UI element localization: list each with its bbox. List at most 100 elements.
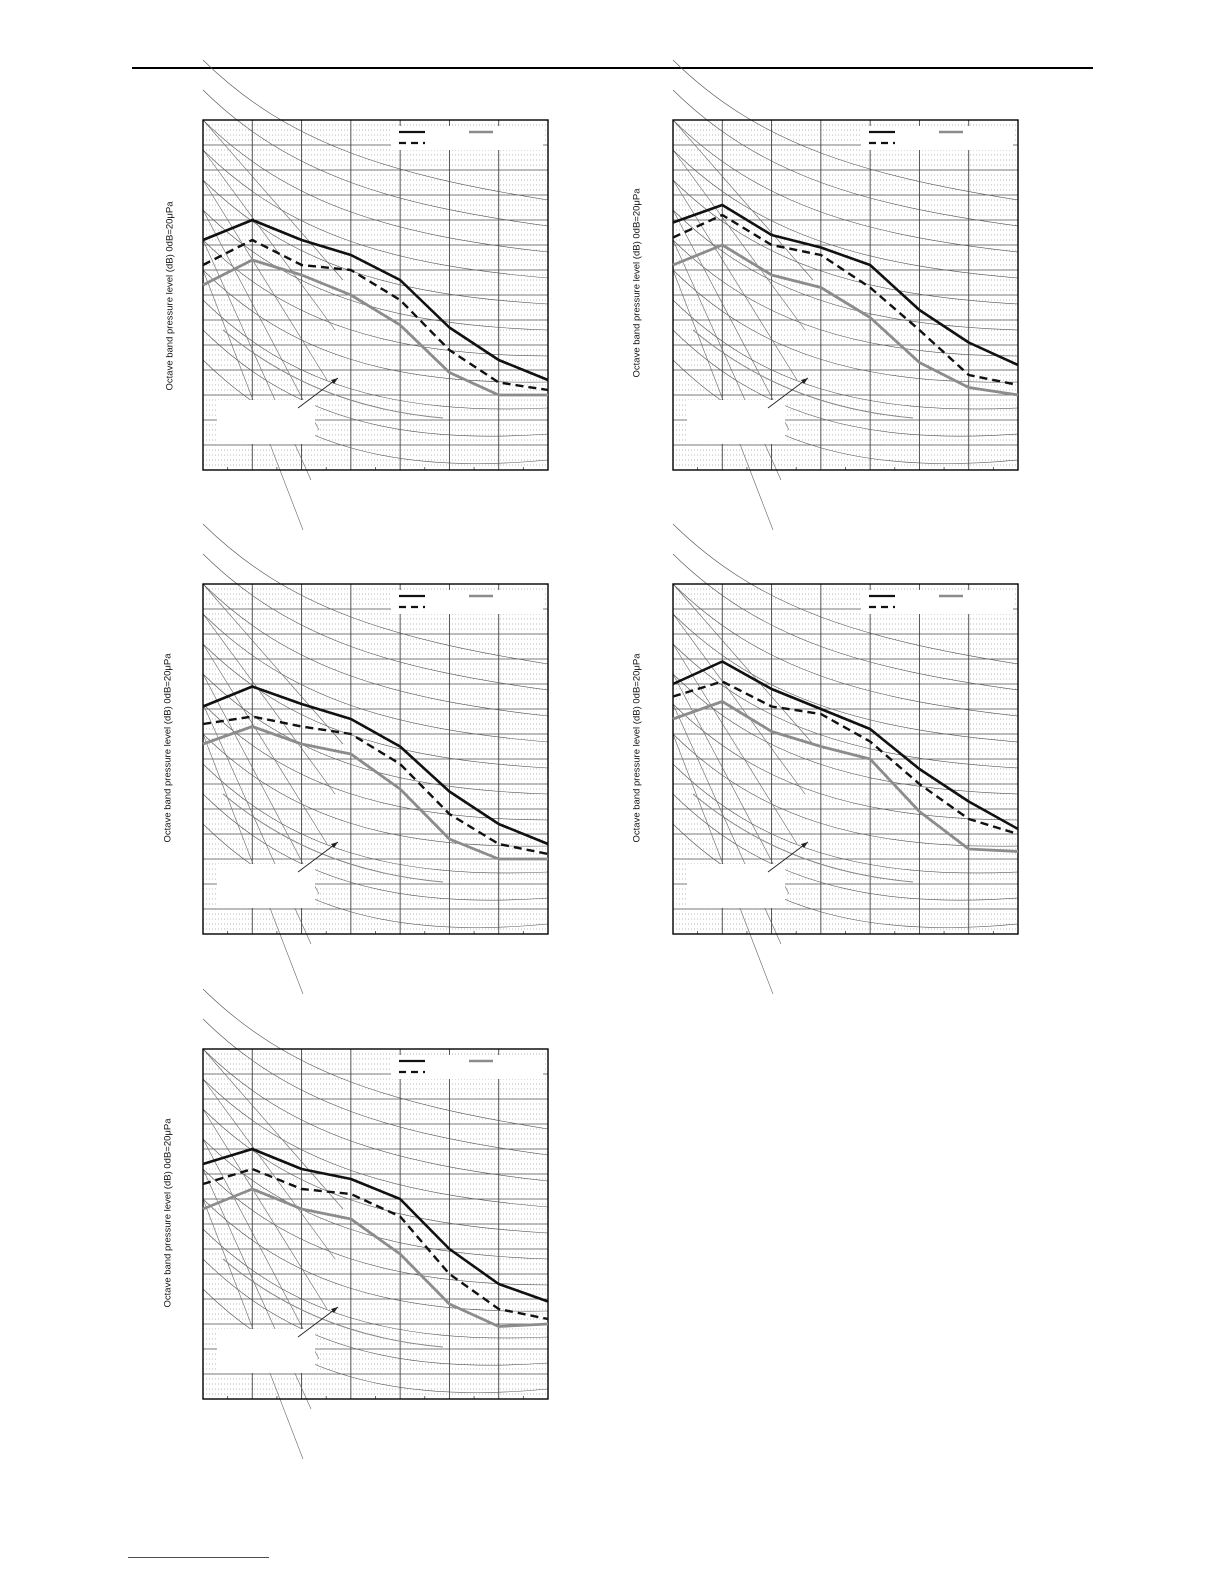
nc-curve xyxy=(202,733,549,847)
nc-curve xyxy=(202,359,549,464)
series-group xyxy=(672,660,1019,853)
series-line-solid-black xyxy=(202,1147,549,1303)
nc-curve xyxy=(202,703,549,821)
nc-curve xyxy=(202,269,549,383)
nc-curve xyxy=(672,149,1019,279)
nc-curve xyxy=(202,89,549,227)
annotation-arrowhead xyxy=(801,378,808,384)
nc-curve xyxy=(202,149,549,279)
series-line-dashed-black xyxy=(672,680,1019,836)
series-group xyxy=(202,218,549,397)
annotation-arrow xyxy=(297,377,339,409)
nc-curve xyxy=(672,553,1019,691)
nc-curve xyxy=(672,643,1019,769)
nc-curve xyxy=(672,329,1019,437)
nc-curve xyxy=(202,763,549,874)
nc-curve xyxy=(202,1078,549,1208)
annotation-arrow xyxy=(767,841,809,873)
series-line-dashed-black xyxy=(672,213,1019,387)
series-group xyxy=(202,685,549,861)
nc-curve xyxy=(672,583,814,745)
nc-curve xyxy=(202,119,344,281)
nc-curve xyxy=(672,89,1019,227)
nc-curve xyxy=(672,119,814,281)
series-line-solid-black xyxy=(672,660,1019,831)
nc-curve xyxy=(672,209,790,431)
nc-curve xyxy=(202,613,549,743)
nc-curve xyxy=(672,119,1019,253)
legend xyxy=(391,1055,543,1079)
nc-curve xyxy=(672,359,1019,464)
nc-curve xyxy=(202,179,328,381)
nc-curves xyxy=(672,523,1019,995)
nc-curve xyxy=(202,583,549,717)
nc-curve xyxy=(202,329,549,437)
nc-curve xyxy=(202,1108,328,1310)
nc-curve xyxy=(672,733,1019,847)
nc-curve xyxy=(672,209,1019,331)
nc-curves xyxy=(202,523,549,995)
nc-curve xyxy=(202,553,549,691)
legend xyxy=(861,590,1013,614)
series-line-solid-gray xyxy=(202,258,548,397)
nc-curve xyxy=(672,763,1019,874)
nc-curve xyxy=(202,59,549,201)
nc-curve xyxy=(672,239,1019,357)
nc-curve xyxy=(202,239,549,357)
nc-curve xyxy=(202,149,336,331)
nc-curve xyxy=(202,1018,549,1156)
annotation-arrowhead xyxy=(331,842,338,848)
nc-curve xyxy=(672,299,1019,410)
legend-box xyxy=(861,590,1013,614)
nc-curve xyxy=(672,643,798,845)
nc-curve xyxy=(202,613,336,795)
series-group xyxy=(202,1147,549,1328)
nc-curve xyxy=(202,673,549,795)
header-rule xyxy=(132,67,1093,69)
plot-frame xyxy=(202,583,549,935)
nc-curve xyxy=(202,673,320,895)
legend-box xyxy=(391,126,543,150)
nc-curve xyxy=(672,59,1019,201)
nc-curve xyxy=(202,1048,344,1210)
nc-curve xyxy=(202,1198,549,1312)
series-group xyxy=(672,203,1019,397)
nc-curve xyxy=(202,643,328,845)
nc-curve xyxy=(672,703,1019,821)
octave-band-chart xyxy=(672,59,1019,531)
annotation-arrow xyxy=(297,841,339,873)
plot-frame xyxy=(202,119,549,471)
legend xyxy=(391,126,543,150)
octave-band-chart xyxy=(202,59,549,531)
nc-curve xyxy=(672,823,1019,928)
nc-curve xyxy=(672,613,806,795)
legend xyxy=(391,590,543,614)
footer-link-rule[interactable] xyxy=(128,1557,269,1558)
nc-curve xyxy=(202,299,549,410)
nc-curve xyxy=(672,613,1019,743)
series-line-solid-gray xyxy=(672,243,1019,397)
octave-band-chart xyxy=(672,523,1019,995)
nc-curve xyxy=(202,1108,549,1234)
nc-curve xyxy=(202,1288,549,1393)
nc-curve xyxy=(202,209,320,431)
series-line-solid-black xyxy=(672,203,1019,367)
legend xyxy=(861,126,1013,150)
plot-frame xyxy=(672,583,1019,935)
series-line-dashed-black xyxy=(202,238,549,392)
nc-curve xyxy=(672,583,1019,717)
nc-curve xyxy=(672,179,1019,305)
nc-curve xyxy=(202,1078,336,1260)
nc-curve xyxy=(202,1048,549,1182)
octave-band-chart xyxy=(202,523,549,995)
plot-frame xyxy=(202,1048,549,1400)
annotation-arrowhead xyxy=(331,1307,338,1313)
nc-curve xyxy=(202,119,549,253)
nc-curve xyxy=(202,1138,549,1260)
annotation-arrow xyxy=(297,1306,339,1338)
nc-curve xyxy=(202,1228,549,1339)
nc-curve xyxy=(202,643,549,769)
series-line-solid-gray xyxy=(672,700,1019,853)
annotation-arrowhead xyxy=(331,378,338,384)
legend-box xyxy=(391,1055,543,1079)
